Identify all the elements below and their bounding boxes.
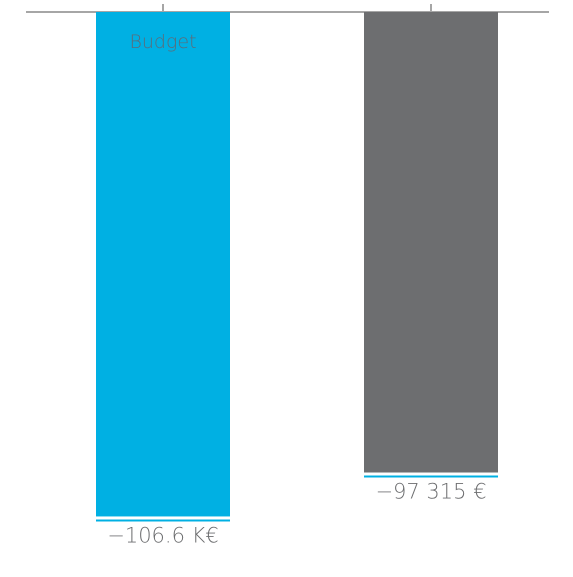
value-label-1: −106.6 K€	[107, 523, 219, 547]
chart-marks: −106.6 K€ Budget −97 315 €	[96, 4, 498, 547]
value-label-2: −97 315 €	[375, 480, 486, 504]
bar-inner-label-1: Budget	[129, 31, 196, 53]
bar-1	[96, 12, 230, 517]
bar-2	[364, 12, 498, 473]
